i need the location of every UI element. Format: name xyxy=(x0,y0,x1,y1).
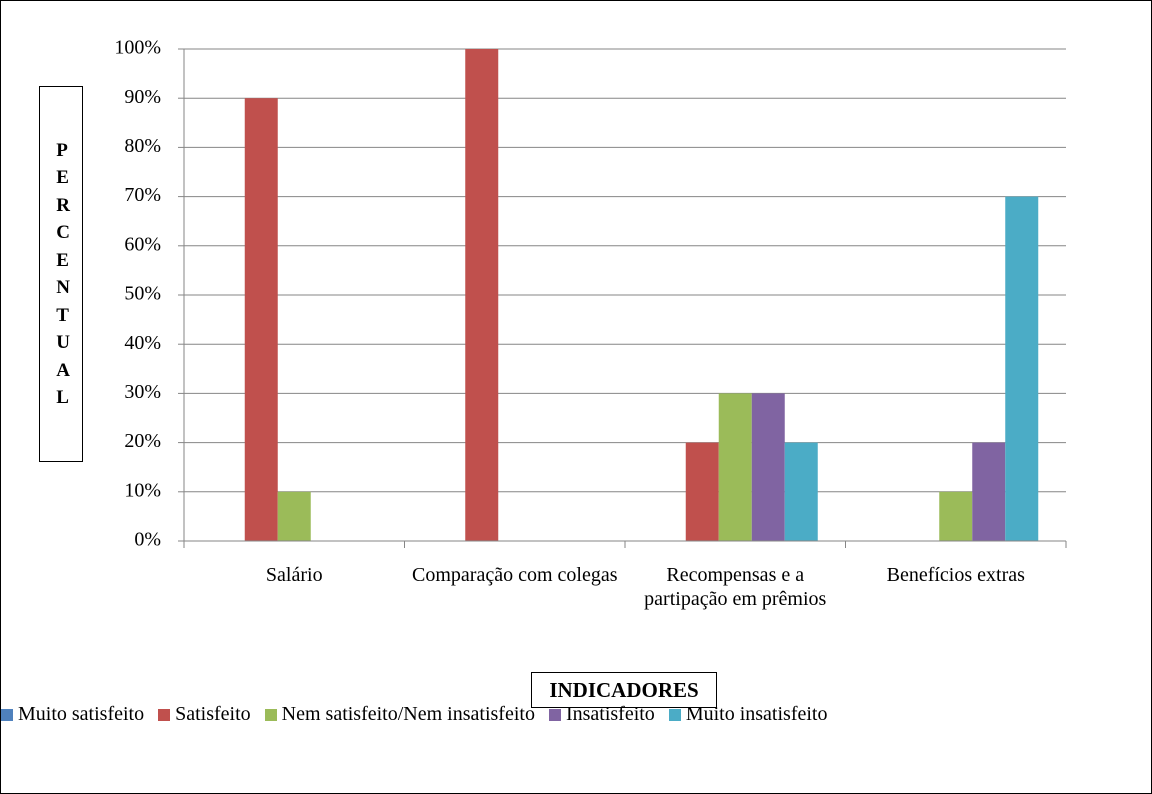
y-tick-label: 30% xyxy=(124,381,161,403)
legend-swatch xyxy=(1,708,13,721)
y-tick-label: 90% xyxy=(124,86,161,108)
y-tick-label: 40% xyxy=(124,332,161,354)
legend-swatch xyxy=(668,708,681,721)
bar xyxy=(465,49,499,541)
bar xyxy=(277,491,311,541)
y-tick-label: 0% xyxy=(134,529,161,551)
legend-label: Muito insatisfeito xyxy=(685,703,828,725)
y-tick-label: 50% xyxy=(124,283,161,305)
x-tick-label: Recompensas e a partipação em prêmios xyxy=(644,564,827,610)
x-tick-label: Comparação com colegas xyxy=(412,564,618,586)
y-tick-label: 100% xyxy=(114,37,161,59)
legend-swatch xyxy=(264,708,277,721)
legend-item: Satisfeito xyxy=(158,703,251,726)
bar xyxy=(751,393,785,541)
bar xyxy=(972,442,1006,541)
y-axis-box: PERCENTUAL xyxy=(39,86,83,462)
legend: Muito satisfeito Satisfeito Nem satisfeito… xyxy=(1,703,827,726)
legend-label: Muito satisfeito xyxy=(18,703,145,725)
y-tick-label: 20% xyxy=(124,430,161,452)
legend-item: Nem satisfeito/Nem insatisfeito xyxy=(264,703,535,726)
x-tick-label: Benefícios extras xyxy=(886,564,1025,586)
bar xyxy=(939,491,973,541)
legend-item: Insatisfeito xyxy=(548,703,655,726)
legend-label: Insatisfeito xyxy=(565,703,655,725)
y-axis-label: PERCENTUAL xyxy=(56,139,70,409)
bar xyxy=(718,393,752,541)
x-axis-label: INDICADORES xyxy=(531,672,717,708)
y-tick-label: 80% xyxy=(124,135,161,157)
legend-label: Satisfeito xyxy=(175,703,251,725)
legend-swatch xyxy=(548,708,561,721)
bar xyxy=(685,442,719,541)
legend-item: Muito insatisfeito xyxy=(668,703,828,726)
y-tick-label: 10% xyxy=(124,479,161,501)
legend-swatch xyxy=(158,708,171,721)
bar xyxy=(1005,196,1039,541)
legend-item: Muito satisfeito xyxy=(1,703,144,726)
x-tick-label: Salário xyxy=(265,564,323,586)
y-tick-label: 70% xyxy=(124,184,161,206)
legend-label: Nem satisfeito/Nem insatisfeito xyxy=(281,703,535,725)
bar xyxy=(784,442,818,541)
bar xyxy=(244,98,278,541)
y-tick-label: 60% xyxy=(124,233,161,255)
